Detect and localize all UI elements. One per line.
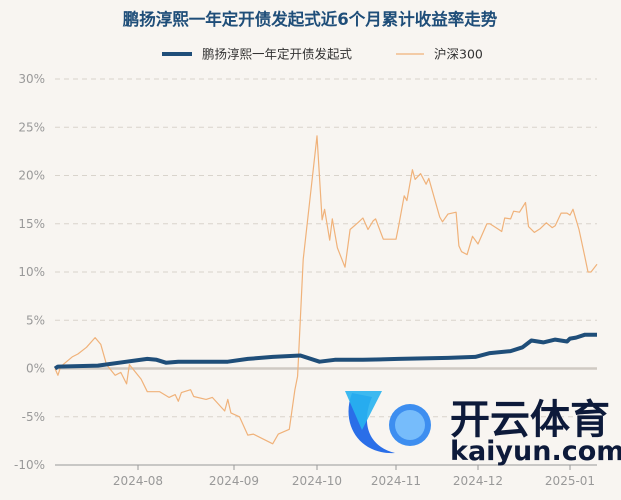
x-axis: 2024-08 2024-09 2024-10 2024-11 2024-12 2025-… (55, 464, 597, 488)
grid (55, 78, 597, 418)
kaiyun-logo: 开云体育 kaiyun.com (345, 391, 621, 467)
x-tick-label: 2024-09 (209, 474, 259, 488)
x-tick-label: 2024-12 (453, 474, 503, 488)
y-tick-label: 15% (18, 217, 45, 231)
series-line-csi300 (54, 135, 598, 445)
x-tick-label: 2024-08 (113, 474, 163, 488)
y-axis: 30% 25% 20% 15% 10% 5% 0% -5% -10% (14, 72, 45, 472)
y-tick-label: 5% (26, 313, 45, 327)
x-tick-label: 2024-10 (292, 474, 342, 488)
legend: 鹏扬淳熙一年定开债发起式 沪深300 (162, 47, 483, 62)
y-tick-label: 25% (18, 120, 45, 134)
chart-title: 鹏扬淳熙一年定开债发起式近6个月累计收益率走势 (123, 9, 498, 29)
legend-label-fund: 鹏扬淳熙一年定开债发起式 (202, 47, 353, 62)
y-tick-label: -5% (22, 410, 45, 424)
y-tick-label: 10% (18, 265, 45, 279)
y-tick-label: 30% (18, 72, 45, 86)
logo-en-text: kaiyun.com (450, 436, 621, 467)
y-tick-label: 20% (18, 169, 45, 183)
logo-k-icon (345, 391, 382, 430)
y-tick-label: -10% (14, 458, 45, 472)
plot-lines (53, 135, 598, 445)
x-tick-label: 2024-11 (371, 474, 421, 488)
series-line-fund (53, 332, 597, 371)
y-tick-label: 0% (26, 362, 45, 376)
logo-cn-text: 开云体育 (450, 397, 610, 443)
x-tick-label: 2025-01 (545, 474, 595, 488)
legend-label-csi300: 沪深300 (434, 47, 483, 62)
soccer-ball-inner (395, 410, 425, 440)
